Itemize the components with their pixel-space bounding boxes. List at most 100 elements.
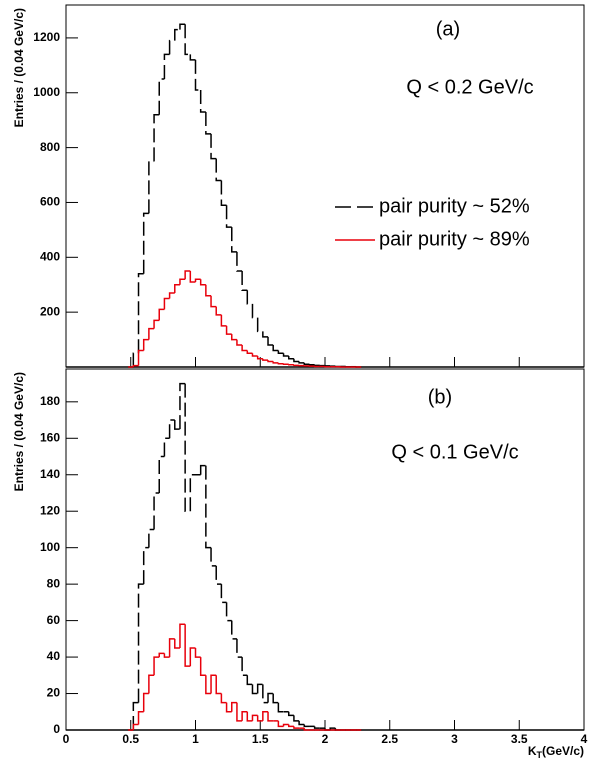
histogram-bin: [298, 361, 305, 364]
histogram-bin: [256, 317, 263, 333]
x-tick-label: 1.5: [252, 732, 269, 746]
histogram-bin: [262, 358, 269, 361]
y-tick-label: 60: [47, 613, 61, 627]
histogram-bin: [142, 692, 149, 712]
histogram-bin: [251, 303, 258, 319]
histogram-bin: [272, 345, 279, 352]
histogram-bin: [293, 364, 300, 367]
histogram-bin: [277, 350, 284, 355]
histogram-bin: [174, 28, 180, 41]
histogram-bin: [174, 638, 180, 649]
histogram-bin: [220, 584, 227, 604]
histogram-bin: [184, 624, 191, 667]
panel-label: (a): [436, 18, 460, 40]
histogram-bin: [241, 345, 248, 352]
histogram-bin: [293, 358, 300, 363]
histogram-bin: [256, 715, 263, 722]
histogram-bin: [184, 24, 191, 56]
histogram-bin: [199, 657, 206, 677]
histogram-bin: [272, 693, 279, 704]
y-tick-label: 80: [47, 576, 61, 590]
histogram-bin: [251, 353, 258, 357]
histogram-bin: [158, 78, 165, 115]
histogram-bin: [267, 711, 274, 722]
histogram-bin: [168, 638, 175, 658]
histogram-bin: [303, 728, 310, 731]
histogram-bin: [241, 657, 248, 677]
histogram-bin: [262, 711, 269, 721]
histogram-bin: [158, 455, 165, 493]
histogram-bin: [303, 724, 310, 728]
histogram-bin: [231, 620, 237, 640]
histogram-bin: [231, 701, 237, 712]
histogram-bin: [210, 295, 217, 308]
histogram-bin: [246, 290, 253, 305]
histogram-bin: [137, 273, 144, 354]
histogram-bin: [153, 113, 160, 162]
histogram-bin: [215, 158, 222, 182]
histogram-bin: [194, 647, 201, 658]
histogram-bin: [153, 656, 160, 676]
y-tick-label: 1000: [33, 85, 60, 99]
histogram-bin: [189, 473, 196, 512]
x-tick-label: 1: [192, 732, 199, 746]
legend-label: pair purity ~ 52%: [379, 195, 530, 217]
histogram-bin: [277, 720, 284, 728]
histogram-bin: [153, 319, 160, 329]
histogram-bin: [142, 338, 149, 351]
plot-frame: [65, 368, 585, 731]
histogram-bin: [210, 674, 217, 694]
histogram-bin: [174, 283, 180, 293]
histogram-bin: [132, 364, 139, 367]
histogram-bin: [163, 653, 170, 658]
x-label-unit: (GeV/c): [542, 744, 584, 758]
y-tick-label: 600: [40, 195, 60, 209]
histogram-bin: [287, 724, 294, 728]
histogram-bin: [148, 327, 155, 340]
histogram-bin: [189, 54, 196, 61]
histogram-bin: [205, 284, 212, 297]
x-tick-label: 0: [63, 732, 70, 746]
histogram-bin: [194, 59, 201, 91]
histogram-bin: [277, 702, 284, 713]
histogram-bin: [205, 111, 212, 135]
histogram-bin: [303, 362, 310, 366]
histogram-bin: [220, 693, 227, 704]
x-tick-label: 3: [451, 732, 458, 746]
histogram-bin: [179, 278, 186, 285]
histogram-bin: [158, 652, 165, 658]
histogram-bin: [282, 363, 289, 366]
histogram-bin: [132, 701, 139, 730]
histogram-bin: [246, 350, 253, 355]
histogram-bin: [282, 353, 289, 357]
histogram-bin: [236, 339, 243, 346]
histogram-bin: [163, 53, 170, 80]
histogram-bin: [179, 623, 186, 648]
histogram-bin: [251, 714, 258, 721]
plot-frame: [65, 4, 585, 368]
histogram-bin: [148, 674, 155, 694]
histogram-bin: [220, 314, 227, 327]
histogram-bin: [293, 715, 300, 722]
y-axis-label: Entries / (0.04 GeV/c): [12, 372, 26, 491]
y-tick-label: 120: [40, 503, 60, 517]
y-tick-label: 180: [40, 394, 60, 408]
legend-label: pair purity ~ 89%: [379, 228, 530, 250]
histogram-bin: [153, 492, 160, 530]
histogram-bin: [189, 271, 196, 283]
histogram-bin: [251, 684, 258, 695]
histogram-bin: [267, 360, 274, 363]
histogram-bin: [246, 675, 253, 686]
histogram-bin: [199, 464, 206, 475]
histogram-bin: [267, 692, 274, 703]
histogram-bin: [158, 308, 165, 321]
y-tick-label: 800: [40, 140, 60, 154]
y-tick-label: 0: [53, 722, 60, 736]
histogram-bin: [267, 336, 274, 346]
x-tick-label: 4: [581, 732, 588, 746]
histogram-bin: [287, 711, 294, 717]
y-tick-label: 100: [40, 540, 60, 554]
histogram-bin: [287, 356, 294, 360]
annotation: Q < 0.2 GeV/c: [406, 76, 533, 98]
histogram-bin: [132, 352, 139, 367]
